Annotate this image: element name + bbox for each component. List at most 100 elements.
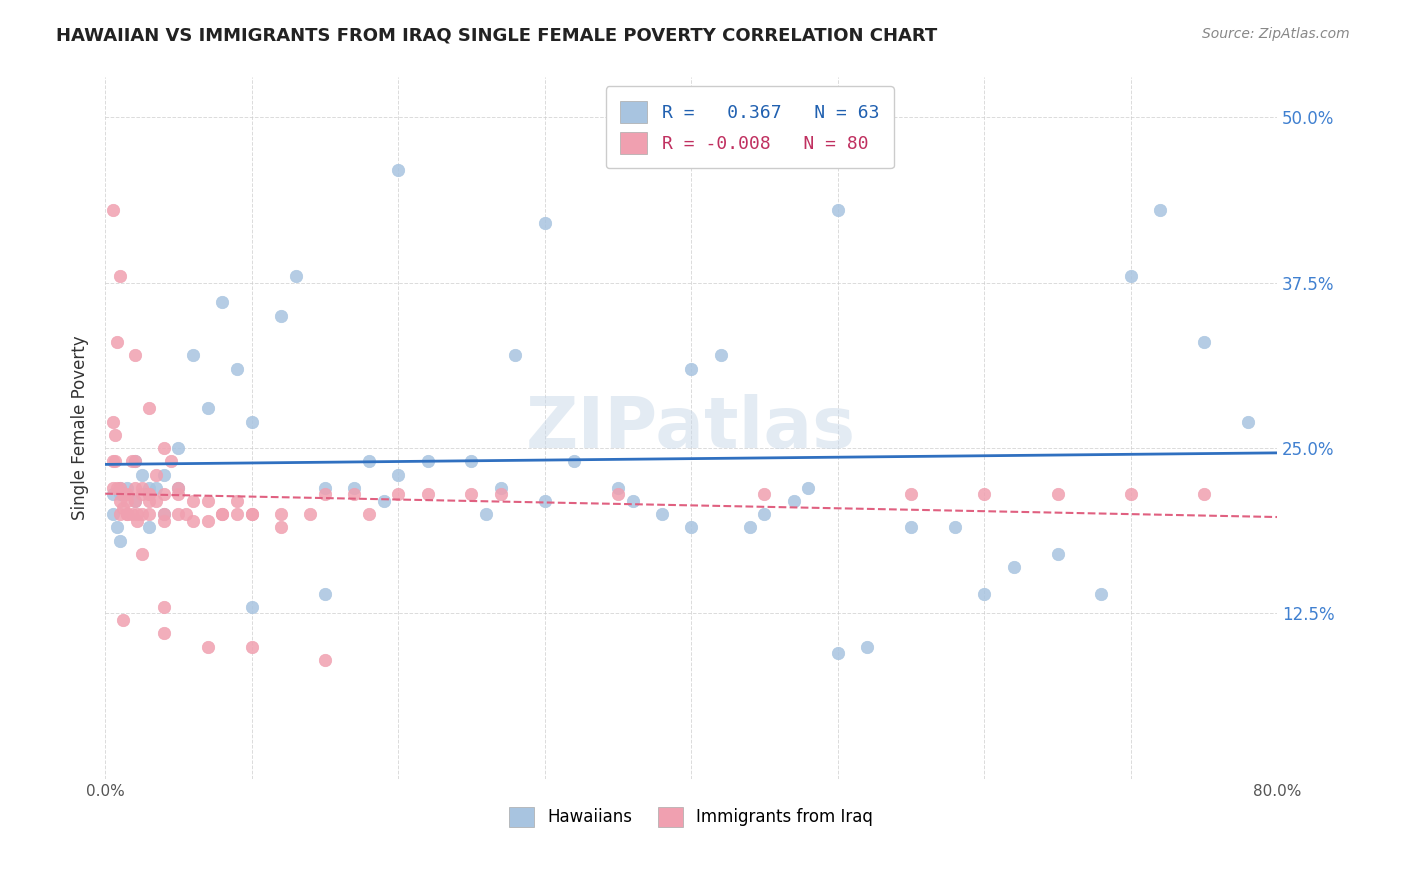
Point: [373, 494, 395, 508]
Point: [489, 481, 512, 495]
Point: [105, 335, 128, 350]
Point: [709, 348, 731, 362]
Point: [489, 487, 512, 501]
Point: [124, 348, 146, 362]
Point: [167, 487, 190, 501]
Point: [108, 533, 131, 548]
Point: [797, 481, 820, 495]
Point: [357, 454, 380, 468]
Point: [621, 494, 644, 508]
Legend: Hawaiians, Immigrants from Iraq: Hawaiians, Immigrants from Iraq: [503, 800, 880, 834]
Point: [101, 415, 124, 429]
Point: [104, 427, 127, 442]
Point: [314, 481, 336, 495]
Point: [240, 507, 263, 521]
Point: [138, 487, 160, 501]
Point: [101, 507, 124, 521]
Point: [104, 454, 127, 468]
Point: [131, 481, 153, 495]
Point: [270, 507, 292, 521]
Point: [240, 415, 263, 429]
Point: [115, 507, 138, 521]
Point: [1192, 487, 1215, 501]
Point: [131, 547, 153, 561]
Point: [1149, 202, 1171, 217]
Point: [131, 467, 153, 482]
Point: [124, 454, 146, 468]
Point: [153, 514, 176, 528]
Point: [121, 507, 143, 521]
Point: [562, 454, 585, 468]
Point: [108, 494, 131, 508]
Point: [115, 494, 138, 508]
Point: [111, 613, 134, 627]
Point: [651, 507, 673, 521]
Text: ZIPatlas: ZIPatlas: [526, 393, 856, 463]
Point: [167, 441, 190, 455]
Point: [607, 487, 630, 501]
Point: [138, 401, 160, 416]
Point: [145, 494, 167, 508]
Point: [783, 494, 806, 508]
Point: [460, 454, 482, 468]
Point: [101, 487, 124, 501]
Point: [108, 481, 131, 495]
Point: [145, 467, 167, 482]
Point: [167, 481, 190, 495]
Point: [387, 467, 409, 482]
Point: [153, 599, 176, 614]
Point: [138, 507, 160, 521]
Point: [181, 494, 204, 508]
Point: [1046, 487, 1069, 501]
Point: [1002, 560, 1025, 574]
Point: [108, 487, 131, 501]
Point: [314, 487, 336, 501]
Text: Source: ZipAtlas.com: Source: ZipAtlas.com: [1202, 27, 1350, 41]
Point: [357, 507, 380, 521]
Point: [115, 481, 138, 495]
Point: [167, 507, 190, 521]
Point: [153, 626, 176, 640]
Point: [284, 268, 307, 283]
Point: [343, 487, 366, 501]
Point: [101, 202, 124, 217]
Point: [607, 481, 630, 495]
Point: [475, 507, 498, 521]
Point: [270, 520, 292, 534]
Point: [211, 295, 233, 310]
Point: [160, 454, 183, 468]
Point: [197, 494, 219, 508]
Point: [167, 481, 190, 495]
Point: [138, 481, 160, 495]
Point: [115, 487, 138, 501]
Y-axis label: Single Female Poverty: Single Female Poverty: [72, 336, 89, 521]
Point: [127, 507, 149, 521]
Point: [108, 507, 131, 521]
Point: [124, 454, 146, 468]
Point: [111, 500, 134, 515]
Point: [240, 640, 263, 654]
Point: [270, 309, 292, 323]
Point: [131, 507, 153, 521]
Point: [240, 599, 263, 614]
Point: [111, 487, 134, 501]
Point: [138, 487, 160, 501]
Point: [124, 494, 146, 508]
Point: [754, 487, 776, 501]
Point: [681, 520, 703, 534]
Point: [1119, 487, 1142, 501]
Point: [181, 348, 204, 362]
Point: [533, 216, 555, 230]
Point: [533, 494, 555, 508]
Point: [181, 514, 204, 528]
Point: [153, 487, 176, 501]
Point: [1237, 415, 1260, 429]
Point: [856, 640, 879, 654]
Point: [1192, 335, 1215, 350]
Point: [153, 507, 176, 521]
Point: [460, 487, 482, 501]
Point: [153, 441, 176, 455]
Point: [314, 653, 336, 667]
Point: [124, 481, 146, 495]
Point: [299, 507, 322, 521]
